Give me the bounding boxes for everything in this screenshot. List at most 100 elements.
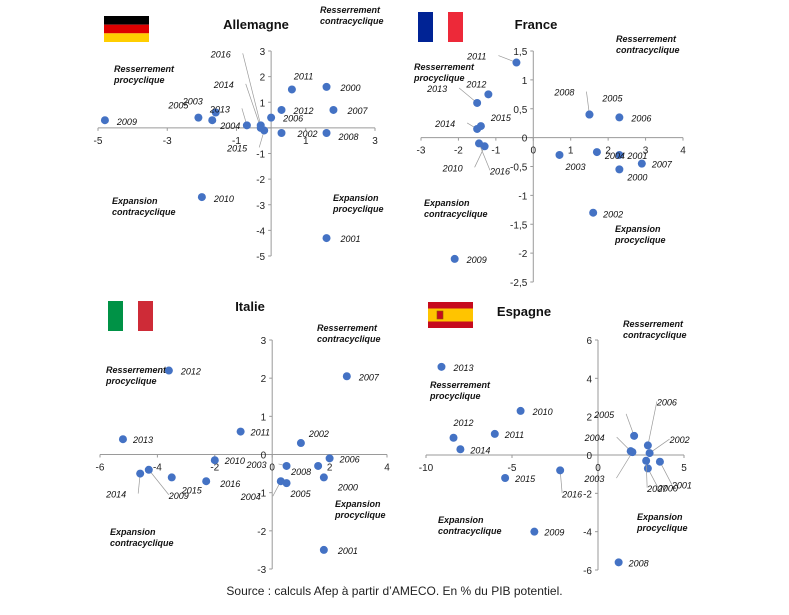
data-point-2001 bbox=[615, 150, 624, 159]
data-point-2001 bbox=[322, 234, 331, 243]
quadrant-label: Expansion contracyclique bbox=[110, 527, 174, 548]
flag-stripe bbox=[138, 301, 153, 331]
data-point-2007 bbox=[342, 372, 351, 381]
data-point-2003 bbox=[555, 150, 564, 159]
y-tick-label: 2 bbox=[261, 374, 267, 385]
point-label-2006: 2006 bbox=[630, 113, 651, 123]
data-point-2001 bbox=[655, 457, 664, 466]
y-tick-label: -4 bbox=[583, 528, 592, 539]
point-label-2013: 2013 bbox=[452, 363, 473, 373]
quadrant-label: Resserrement procyclique bbox=[429, 380, 491, 401]
data-point-2012 bbox=[164, 366, 173, 375]
quadrant-label: Resserrement contracyclique bbox=[320, 5, 384, 26]
data-point-2005 bbox=[194, 113, 203, 122]
point-label-2010: 2010 bbox=[442, 163, 463, 173]
point-label-2001: 2001 bbox=[337, 546, 358, 556]
quadrant-label: Resserrement procyclique bbox=[105, 365, 167, 386]
point-label-2011: 2011 bbox=[466, 52, 486, 62]
point-label-2015: 2015 bbox=[490, 113, 512, 123]
quadrant-label: Resserrement contracyclique bbox=[616, 34, 680, 55]
quadrant-label-line: contracyclique bbox=[110, 538, 174, 548]
point-label-2010: 2010 bbox=[213, 194, 234, 204]
data-point-2010 bbox=[516, 406, 525, 415]
point-label-2000: 2000 bbox=[626, 172, 647, 182]
data-point-2013 bbox=[437, 362, 446, 371]
flag-stripe bbox=[448, 12, 463, 42]
point-label-2000: 2000 bbox=[337, 482, 358, 492]
point-label-2011: 2011 bbox=[250, 428, 270, 438]
chart-panel-france: France-3 -2 -1 0 1 2 3 41,510,50-0,5-1-1,5-2-2,… bbox=[413, 12, 686, 289]
chart-title: Allemagne bbox=[223, 17, 289, 32]
point-label-2007: 2007 bbox=[646, 484, 668, 494]
point-label-2009: 2009 bbox=[466, 255, 487, 265]
y-tick-label: -5 bbox=[256, 252, 265, 263]
leader-line bbox=[647, 401, 658, 446]
point-label-2006: 2006 bbox=[282, 114, 303, 124]
leader-line bbox=[478, 143, 491, 171]
point-label-2012: 2012 bbox=[465, 79, 486, 89]
y-tick-label: 0 bbox=[586, 451, 592, 462]
x-tick-label: 3 bbox=[372, 136, 378, 147]
data-point-2002 bbox=[589, 208, 598, 217]
chart-panel-allemagne: Allemagne-5-3-1133210-1-2-3-4-5Resserrem… bbox=[94, 5, 384, 263]
x-tick-label: -5 bbox=[508, 463, 517, 474]
data-point-2016 bbox=[556, 466, 565, 475]
x-tick-label: 0 bbox=[595, 463, 601, 474]
point-label-2001: 2001 bbox=[340, 234, 361, 244]
quadrant-label-line: Resserrement bbox=[317, 323, 378, 333]
data-point-2000 bbox=[322, 82, 331, 91]
quadrant-label-line: Expansion bbox=[112, 196, 158, 206]
data-point-2016 bbox=[202, 477, 211, 486]
point-label-2001: 2001 bbox=[671, 481, 692, 491]
quadrant-label: Resserrement procyclique bbox=[113, 64, 175, 85]
data-point-2016 bbox=[256, 121, 265, 130]
point-label-2005: 2005 bbox=[593, 410, 615, 420]
quadrant-label-line: contracyclique bbox=[320, 16, 384, 26]
quadrant-label-line: contracyclique bbox=[112, 207, 176, 217]
point-label-2016: 2016 bbox=[210, 49, 231, 59]
point-label-2008: 2008 bbox=[290, 467, 311, 477]
data-point-2000 bbox=[615, 165, 624, 174]
point-label-2013: 2013 bbox=[426, 84, 447, 94]
flag-stripe bbox=[428, 321, 473, 328]
quadrant-label: Expansion procyclique bbox=[332, 193, 384, 214]
quadrant-label-line: procyclique bbox=[413, 73, 465, 83]
y-tick-label: 4 bbox=[586, 374, 592, 385]
data-point-2008 bbox=[314, 461, 323, 470]
point-label-2010: 2010 bbox=[532, 407, 553, 417]
x-tick-label: 0 bbox=[531, 146, 537, 157]
data-point-2002 bbox=[645, 449, 654, 458]
point-label-2015: 2015 bbox=[514, 474, 536, 484]
data-point-2015 bbox=[167, 473, 176, 482]
quadrant-label-line: Resserrement bbox=[430, 380, 491, 390]
quadrant-label: Resserrement contracyclique bbox=[317, 323, 381, 344]
y-tick-label: 2 bbox=[586, 413, 592, 424]
quadrant-label-line: Expansion bbox=[424, 198, 470, 208]
point-label-2016: 2016 bbox=[219, 479, 240, 489]
data-point-2015 bbox=[501, 474, 510, 482]
y-tick-label: -2 bbox=[518, 249, 527, 260]
data-point-2009 bbox=[530, 527, 539, 536]
leader-line bbox=[659, 461, 673, 485]
point-label-2010: 2010 bbox=[224, 456, 245, 466]
x-tick-label: -4 bbox=[153, 463, 162, 474]
point-label-2005: 2005 bbox=[601, 94, 623, 104]
y-tick-label: 1 bbox=[261, 412, 267, 423]
point-label-2002: 2002 bbox=[297, 129, 318, 139]
x-tick-label: 5 bbox=[681, 463, 687, 474]
point-label-2002: 2002 bbox=[669, 435, 690, 445]
leader-line bbox=[616, 451, 633, 479]
quadrant-label-line: contracyclique bbox=[424, 209, 488, 219]
data-point-2012 bbox=[277, 105, 286, 114]
data-point-2014 bbox=[136, 469, 145, 478]
data-point-2003 bbox=[211, 108, 220, 117]
point-label-2004: 2004 bbox=[219, 121, 240, 131]
chart-title: Italie bbox=[235, 299, 265, 314]
y-tick-label: 3 bbox=[261, 336, 267, 347]
point-label-2008: 2008 bbox=[553, 88, 574, 98]
point-label-2001: 2001 bbox=[626, 151, 647, 161]
flag-stripe bbox=[418, 12, 433, 42]
quadrant-label-line: procyclique bbox=[636, 523, 688, 533]
